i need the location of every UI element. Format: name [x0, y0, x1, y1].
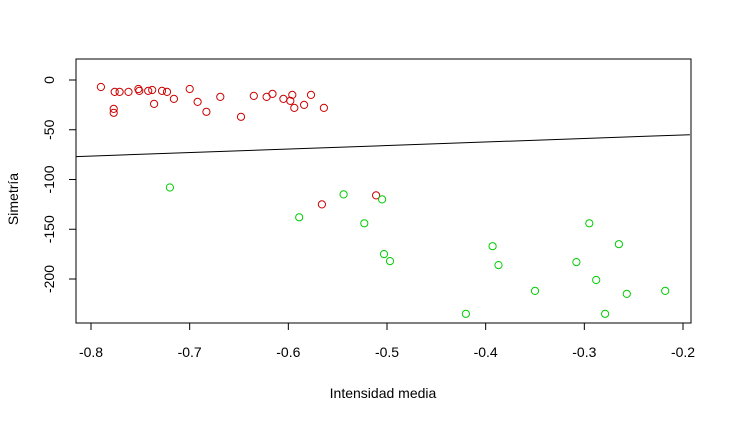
x-axis: -0.8 -0.7 -0.6 -0.5 -0.4 -0.3 -0.2	[79, 322, 695, 360]
data-point	[530, 286, 540, 295]
data-point	[290, 103, 299, 113]
y-axis-label: Simetría	[5, 173, 21, 225]
y-tick-label: -150	[41, 215, 57, 243]
data-point	[317, 200, 326, 209]
y-tick-label: -50	[41, 119, 57, 139]
data-point	[295, 213, 304, 222]
data-point	[216, 92, 225, 102]
decision-line	[76, 134, 690, 158]
data-point	[110, 87, 119, 97]
data-point	[286, 96, 295, 106]
data-point	[622, 289, 631, 298]
data-point	[249, 91, 258, 101]
data-point	[288, 90, 297, 100]
data-point	[372, 191, 381, 200]
data-point	[360, 219, 369, 228]
data-point	[144, 86, 153, 96]
data-point	[115, 87, 124, 97]
data-point	[614, 240, 624, 249]
data-point	[165, 183, 174, 192]
decision-line-layer	[76, 134, 690, 158]
data-point	[169, 94, 178, 104]
data-point	[148, 85, 157, 95]
data-point	[601, 309, 610, 318]
data-point	[319, 103, 328, 113]
data-point	[592, 275, 601, 285]
data-point	[379, 250, 389, 259]
x-tick-label: -0.7	[178, 344, 202, 360]
data-point	[488, 242, 497, 251]
data-point	[385, 257, 395, 266]
data-point	[661, 286, 670, 295]
data-point	[157, 86, 167, 96]
y-tick-label: -100	[41, 165, 57, 193]
x-tick-label: -0.3	[572, 344, 596, 360]
x-tick-label: -0.2	[671, 344, 695, 360]
data-point	[572, 258, 581, 267]
data-point	[109, 108, 118, 117]
data-point	[236, 112, 246, 121]
data-point	[268, 89, 277, 99]
data-point	[185, 84, 194, 94]
data-point	[202, 107, 211, 116]
x-tick-label: -0.4	[474, 344, 498, 360]
points-layer	[96, 82, 670, 318]
data-point	[109, 104, 118, 114]
y-tick-label: -200	[41, 265, 57, 293]
x-tick-label: -0.8	[79, 344, 103, 360]
x-tick-label: -0.6	[276, 344, 300, 360]
y-axis: 0 -50 -100 -150 -200	[41, 76, 77, 293]
data-point	[494, 261, 503, 270]
data-point	[124, 87, 133, 97]
data-point	[461, 309, 470, 318]
x-tick-label: -0.5	[375, 344, 399, 360]
data-point	[135, 86, 144, 96]
data-point	[378, 195, 387, 204]
data-point	[150, 99, 159, 109]
data-point	[193, 97, 202, 107]
data-point	[162, 87, 172, 97]
y-tick-label: 0	[41, 76, 57, 84]
data-point	[279, 94, 288, 104]
data-point	[306, 90, 316, 100]
data-point	[585, 219, 594, 228]
data-point	[339, 190, 348, 199]
x-axis-label: Intensidad media	[330, 385, 437, 401]
data-point	[300, 100, 309, 110]
data-point	[96, 82, 106, 92]
